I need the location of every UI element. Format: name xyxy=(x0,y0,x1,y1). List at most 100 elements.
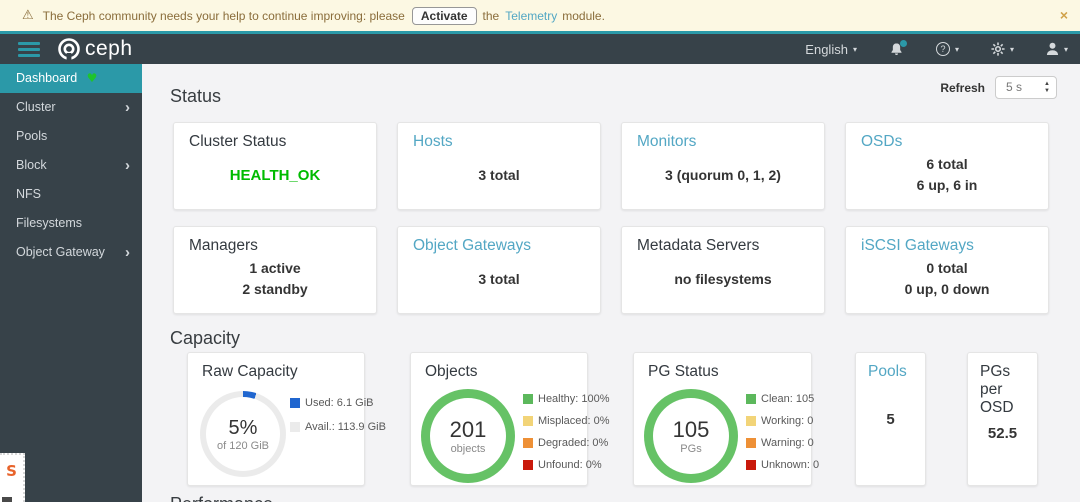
refresh-interval-select[interactable]: 5 s ▲ ▼ xyxy=(995,76,1057,99)
cluster-status-card: Cluster Status HEALTH_OK xyxy=(173,122,377,210)
telemetry-link[interactable]: Telemetry xyxy=(505,8,558,23)
raw-capacity-donut: 5% of 120 GiB xyxy=(200,391,286,477)
extension-icon: S xyxy=(6,462,17,480)
sidebar-item-label: Pools xyxy=(16,129,48,143)
sidebar-item-dashboard[interactable]: Dashboard ♥ xyxy=(0,64,142,93)
notifications-button[interactable] xyxy=(889,39,907,57)
chevron-down-icon: ▾ xyxy=(1063,44,1068,54)
iscsi-value-line1: 0 total xyxy=(926,260,968,276)
banner-text-between: the xyxy=(482,8,500,23)
top-navbar: ceph English ▾ ? ▾ ▾ xyxy=(0,31,1080,64)
metadata-servers-card: Metadata Servers no filesystems xyxy=(621,226,825,314)
sidebar-item-label: Dashboard xyxy=(16,71,78,85)
pgs-per-osd-card: PGs per OSD 52.5 xyxy=(967,352,1038,486)
capacity-section-heading: Capacity xyxy=(170,328,241,348)
settings-dropdown[interactable]: ▾ xyxy=(991,42,1014,56)
activate-button[interactable]: Activate xyxy=(411,6,477,25)
language-dropdown[interactable]: English ▾ xyxy=(805,42,857,57)
legend-item-unfound: Unfound: 0% xyxy=(523,459,610,471)
legend-label: Avail.: 113.9 GiB xyxy=(305,421,386,433)
osds-card: OSDs 6 total 6 up, 6 in xyxy=(845,122,1049,210)
osds-value-line1: 6 total xyxy=(926,156,968,172)
sidebar-item-filesystems[interactable]: Filesystems xyxy=(0,209,142,238)
telemetry-banner: ⚠ The Ceph community needs your help to … xyxy=(0,0,1080,31)
hosts-link[interactable]: Hosts xyxy=(413,133,453,150)
hamburger-menu-icon[interactable] xyxy=(18,41,40,57)
help-dropdown[interactable]: ? ▾ xyxy=(935,42,959,56)
cluster-health-value: HEALTH_OK xyxy=(229,166,321,184)
iscsi-gateways-link[interactable]: iSCSI Gateways xyxy=(861,237,974,254)
monitors-value: 3 (quorum 0, 1, 2) xyxy=(665,166,781,183)
card-title-pg-status: PG Status xyxy=(648,363,719,380)
performance-section-heading: Performance xyxy=(170,494,273,502)
raw-capacity-card: Raw Capacity 5% of 120 GiB Used: 6.1 GiB… xyxy=(187,352,386,486)
legend-label: Used: 6.1 GiB xyxy=(305,397,374,409)
card-title-metadata-servers: Metadata Servers xyxy=(637,237,760,254)
object-gateways-card: Object Gateways 3 total xyxy=(397,226,601,314)
banner-text-before: The Ceph community needs your help to co… xyxy=(42,8,405,23)
osds-value-line2: 6 up, 6 in xyxy=(916,177,978,193)
object-gateways-link[interactable]: Object Gateways xyxy=(413,237,532,254)
sidebar-item-object-gateway[interactable]: Object Gateway › xyxy=(0,238,142,267)
sidebar-item-label: Filesystems xyxy=(16,216,82,230)
banner-close-icon[interactable]: × xyxy=(1059,7,1068,23)
legend-swatch xyxy=(290,398,300,408)
pg-status-card: PG Status 105 PGs Clean: 105 Working: 0 … xyxy=(633,352,819,486)
notification-dot xyxy=(899,39,907,47)
legend-label: Degraded: 0% xyxy=(538,437,609,449)
pg-unit: PGs xyxy=(680,443,702,455)
chevron-right-icon: › xyxy=(125,99,130,116)
chevron-right-icon: › xyxy=(125,157,130,174)
legend-item-clean: Clean: 105 xyxy=(746,393,819,405)
raw-capacity-percent: 5% xyxy=(228,416,258,439)
ceph-logo-icon xyxy=(58,38,80,61)
legend-item-working: Working: 0 xyxy=(746,415,819,427)
status-section-heading: Status xyxy=(170,86,222,106)
language-label: English xyxy=(805,41,848,57)
legend-swatch xyxy=(746,438,756,448)
main-content: Refresh 5 s ▲ ▼ Status Cluster Status HEA… xyxy=(142,64,1080,502)
card-title-managers: Managers xyxy=(189,237,258,254)
pgs-per-osd-value: 52.5 xyxy=(987,425,1018,442)
sidebar-item-label: Block xyxy=(16,158,47,172)
pg-count: 105 xyxy=(672,417,710,442)
browser-extension-badge: S xyxy=(0,453,25,502)
raw-capacity-total: of 120 GiB xyxy=(217,439,269,452)
managers-card: Managers 1 active 2 standby xyxy=(173,226,377,314)
iscsi-gateways-card: iSCSI Gateways 0 total 0 up, 0 down xyxy=(845,226,1049,314)
legend-item-healthy: Healthy: 100% xyxy=(523,393,610,405)
monitors-link[interactable]: Monitors xyxy=(637,133,697,150)
legend-item-warning: Warning: 0 xyxy=(746,437,819,449)
sidebar-item-cluster[interactable]: Cluster › xyxy=(0,93,142,122)
gear-icon xyxy=(991,42,1005,56)
card-title-raw-capacity: Raw Capacity xyxy=(202,363,298,380)
refresh-interval-value: 5 s xyxy=(1006,80,1023,94)
legend-item-misplaced: Misplaced: 0% xyxy=(523,415,610,427)
sidebar-item-pools[interactable]: Pools xyxy=(0,122,142,151)
hosts-value: 3 total xyxy=(478,166,520,183)
legend-swatch xyxy=(523,438,533,448)
card-title-cluster-status: Cluster Status xyxy=(189,133,287,150)
warning-icon: ⚠ xyxy=(22,8,34,23)
card-title-pgs-per-osd: PGs per OSD xyxy=(980,363,1014,416)
managers-value-line1: 1 active xyxy=(249,260,301,276)
sidebar-item-label: NFS xyxy=(16,187,41,201)
legend-swatch xyxy=(523,416,533,426)
legend-swatch xyxy=(746,416,756,426)
pools-link[interactable]: Pools xyxy=(868,363,907,380)
metadata-servers-value: no filesystems xyxy=(674,270,772,287)
refresh-control: Refresh 5 s ▲ ▼ xyxy=(940,76,1057,99)
sidebar-item-nfs[interactable]: NFS xyxy=(0,180,142,209)
user-dropdown[interactable]: ▾ xyxy=(1046,42,1068,56)
osds-link[interactable]: OSDs xyxy=(861,133,903,150)
objects-donut: 201 objects xyxy=(421,389,515,483)
legend-label: Misplaced: 0% xyxy=(538,415,610,427)
sidebar-item-block[interactable]: Block › xyxy=(0,151,142,180)
legend-item-degraded: Degraded: 0% xyxy=(523,437,610,449)
hosts-card: Hosts 3 total xyxy=(397,122,601,210)
help-icon: ? xyxy=(935,42,950,56)
legend-swatch xyxy=(523,394,533,404)
monitors-card: Monitors 3 (quorum 0, 1, 2) xyxy=(621,122,825,210)
legend-swatch xyxy=(746,394,756,404)
legend-item-used: Used: 6.1 GiB xyxy=(290,397,386,409)
